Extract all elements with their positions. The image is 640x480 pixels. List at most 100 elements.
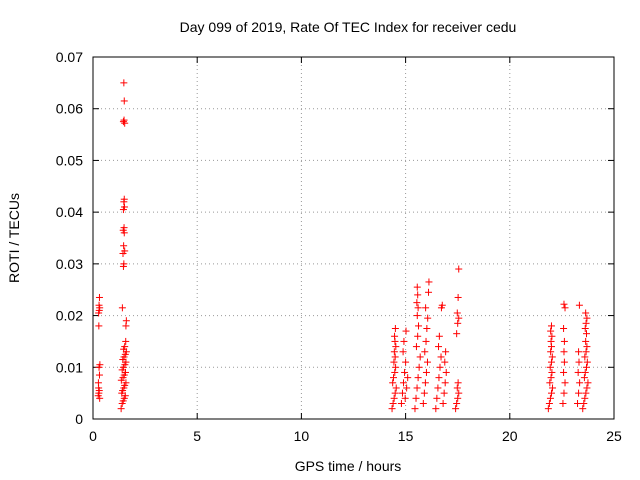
data-point	[442, 368, 450, 376]
data-point	[581, 368, 589, 376]
data-point	[546, 394, 554, 402]
data-point	[120, 203, 128, 211]
data-point	[120, 195, 128, 203]
data-point	[560, 358, 568, 366]
data-point	[401, 368, 409, 376]
data-point	[392, 384, 400, 392]
data-point	[547, 389, 555, 397]
x-tick-label: 0	[89, 428, 97, 444]
data-point	[95, 322, 103, 330]
data-point	[414, 291, 422, 299]
data-point	[96, 394, 104, 402]
data-point	[453, 384, 461, 392]
data-point	[413, 312, 421, 320]
y-tick-label: 0.06	[56, 101, 83, 117]
x-tick-label: 10	[294, 428, 310, 444]
data-point	[388, 405, 396, 413]
data-point	[582, 319, 590, 327]
data-point	[544, 405, 552, 413]
data-point	[412, 343, 420, 351]
data-point	[120, 260, 128, 268]
data-point	[389, 399, 397, 407]
data-point	[545, 399, 553, 407]
data-point	[560, 368, 568, 376]
data-point	[390, 348, 398, 356]
data-point	[547, 337, 555, 345]
data-point	[400, 379, 408, 387]
data-point	[391, 332, 399, 340]
data-point	[440, 389, 448, 397]
data-point	[402, 327, 410, 335]
data-point	[560, 348, 568, 356]
data-point	[435, 343, 443, 351]
data-point	[120, 97, 128, 105]
data-point	[390, 394, 398, 402]
data-point	[584, 379, 592, 387]
data-point	[580, 399, 588, 407]
data-point	[390, 374, 398, 382]
data-point	[422, 337, 430, 345]
data-point	[455, 314, 463, 322]
data-point	[420, 389, 428, 397]
data-point	[401, 394, 409, 402]
data-point	[404, 374, 412, 382]
data-point	[419, 399, 427, 407]
data-point	[583, 343, 591, 351]
data-point	[434, 384, 442, 392]
data-point	[413, 384, 421, 392]
data-point	[415, 363, 423, 371]
data-point	[437, 353, 445, 361]
data-point	[436, 363, 444, 371]
data-point	[122, 379, 130, 387]
x-axis-label: GPS time / hours	[295, 458, 402, 474]
data-point	[432, 405, 440, 413]
data-point	[421, 348, 429, 356]
data-point	[560, 389, 568, 397]
data-point	[95, 301, 103, 309]
data-point	[122, 317, 130, 325]
data-point	[581, 353, 589, 361]
data-point	[438, 301, 446, 309]
data-point	[547, 327, 555, 335]
data-point	[120, 116, 128, 124]
data-point	[423, 325, 431, 332]
y-tick-label: 0.07	[56, 49, 83, 65]
data-point	[95, 293, 103, 301]
data-point	[435, 374, 443, 382]
data-point	[454, 293, 462, 301]
data-point	[547, 348, 555, 356]
data-point	[121, 119, 129, 127]
data-point	[453, 330, 461, 338]
data-point	[582, 330, 590, 338]
data-point	[560, 337, 568, 345]
data-point	[390, 358, 398, 366]
data-point	[118, 304, 126, 312]
data-point	[411, 405, 419, 413]
y-tick-label: 0.02	[56, 308, 83, 324]
data-point	[391, 325, 399, 332]
data-point	[435, 332, 443, 340]
data-point	[94, 379, 102, 387]
data-points	[94, 79, 592, 413]
axis-ticks: 0 5 10 15 20 25 0 0.01 0.02 0.03 0.04 0.05 0.06 0.07	[56, 49, 622, 444]
y-tick-label: 0	[75, 411, 83, 427]
data-point	[576, 379, 584, 387]
data-point	[414, 304, 422, 312]
data-point	[120, 242, 128, 250]
data-point	[575, 348, 583, 356]
data-point	[425, 278, 433, 286]
data-point	[454, 379, 462, 387]
data-point	[575, 358, 583, 366]
data-point	[547, 322, 555, 330]
data-point	[400, 337, 408, 345]
data-point	[414, 374, 422, 382]
data-point	[423, 358, 431, 366]
y-tick-label: 0.01	[56, 359, 83, 375]
data-point	[425, 288, 433, 296]
data-point	[392, 343, 400, 351]
data-point	[574, 399, 582, 407]
y-tick-label: 0.03	[56, 256, 83, 272]
data-point	[453, 309, 461, 317]
data-point	[413, 283, 421, 291]
